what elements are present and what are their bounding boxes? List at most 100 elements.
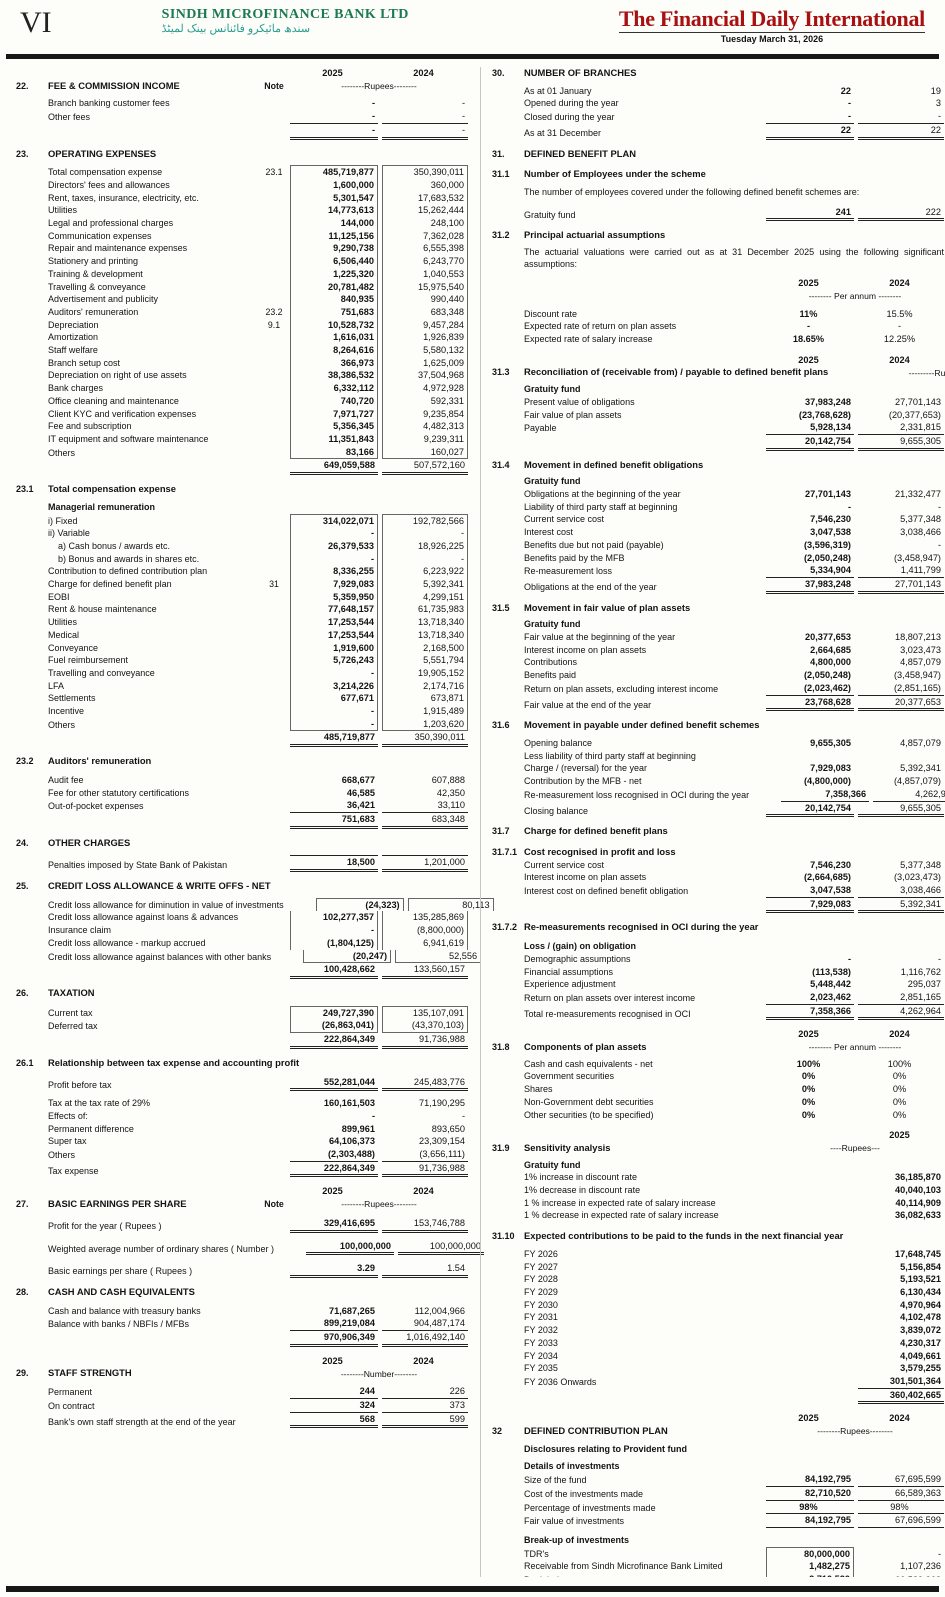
value-2024: -	[937, 1548, 941, 1559]
section-title: Relationship between tax expense and acc…	[48, 1056, 300, 1068]
value-2024: 100,000,000	[397, 1240, 484, 1256]
section-number: 31.10	[492, 1231, 515, 1242]
table-row: FY 2036 Onwards 301,501,364	[492, 1375, 944, 1389]
section-31-7: 31.7 Charge for defined benefit plans	[492, 825, 944, 838]
section-title: Reconciliation of (receivable from) / pa…	[524, 366, 829, 378]
section-title-row: 31.6 Movement in payable under defined be…	[492, 719, 944, 732]
value-2025: 84,192,795	[766, 1473, 854, 1487]
value-2024: 2,331,815	[858, 421, 944, 435]
value-2025: (20,247)	[303, 949, 392, 964]
years-header-row: 2025 2024	[492, 1028, 944, 1041]
row-label: Cash and cash equivalents - net	[524, 1058, 653, 1069]
value-2024: 20,377,653	[858, 696, 944, 712]
row-label: Staff welfare	[48, 345, 98, 356]
value-2024: 5,551,794	[382, 654, 468, 667]
table-row: Balance with banks / NBFIs / MFBs 899,219…	[16, 1317, 468, 1332]
table-row: FY 2031 4,102,478	[492, 1311, 944, 1324]
row-label: 1% increase in discount rate	[524, 1172, 638, 1183]
table-row: Permanent difference 899,961 893,650	[16, 1123, 468, 1136]
section-28: 28. CASH AND CASH EQUIVALENTS Cash and bal…	[16, 1286, 468, 1347]
spacer	[16, 1255, 468, 1262]
section-number: 31.3	[492, 367, 510, 378]
row-label: LFA	[48, 680, 65, 691]
value-2025: (113,538)	[812, 966, 851, 977]
table-row: Demographic assumptions - -	[492, 953, 944, 966]
row-label: Interest cost on defined benefit obligat…	[524, 886, 689, 897]
value-2024: (3,656,111)	[382, 1148, 468, 1162]
row-label: i) Fixed	[48, 515, 78, 526]
value-2024: 7,362,028	[382, 229, 468, 243]
section-23: 23. OPERATING EXPENSES Total compensation …	[16, 148, 468, 476]
row-label: Profit before tax	[48, 1079, 112, 1090]
value-2024: -	[461, 98, 465, 109]
section-title-row: 23. OPERATING EXPENSES	[16, 148, 468, 161]
row-label: Cost of the investments made	[524, 1488, 644, 1499]
value-2025: (2,303,488)	[290, 1148, 378, 1162]
value-2025: -	[290, 552, 378, 566]
table-row: 20,142,754 9,655,305	[492, 435, 944, 451]
section-number: 31.7	[492, 826, 510, 837]
row-label: Charge / (reversal) for the year	[524, 763, 648, 774]
table-row: Closed during the year - -	[492, 110, 944, 124]
value-2024: 683,348	[382, 813, 468, 829]
unit-header: --------Rupees--------	[341, 1199, 417, 1210]
section-29: 2025 2024 29. STAFF STRENGTH --------Number-…	[16, 1355, 468, 1429]
note-ref: 23.2	[265, 306, 283, 317]
row-label: b) Bonus and awards in shares etc.	[58, 553, 200, 564]
row-label: Effects of:	[48, 1110, 88, 1121]
value-2024: (4,857,079)	[894, 776, 941, 787]
table-row: 485,719,877 350,390,011	[16, 731, 468, 748]
section-number: 31.7.1	[492, 846, 518, 857]
value-2024: (43,370,103)	[382, 1019, 468, 1034]
table-row: Penalties imposed by State Bank of Pakis…	[16, 855, 468, 873]
value-2025: -	[847, 501, 851, 512]
table-row: Cost of the investments made 82,710,520 66…	[492, 1487, 944, 1501]
row-label: Bank balances	[524, 1574, 734, 1577]
table-row: Other fees - -	[16, 110, 468, 124]
row-label: Contributions	[524, 657, 578, 668]
row-label: Expected rate of salary increase	[524, 334, 653, 344]
table-row: Return on plan assets, excluding interes…	[492, 682, 944, 696]
left-column: 2025 2024 22. FEE & COMMISSION INCOME Note --…	[16, 67, 494, 1577]
value-2024: 4,230,317	[900, 1337, 941, 1348]
row-label: Gratuity fund	[524, 209, 576, 220]
value-2024: (20,377,653)	[888, 409, 941, 420]
value-2024: 135,285,869	[382, 911, 468, 925]
row-label: IT equipment and software maintenance	[48, 433, 209, 444]
value-2024: 91,736,988	[382, 1162, 468, 1178]
section-title-row: 31.2 Principal actuarial assumptions	[492, 229, 944, 242]
row-label: Client KYC and verification expenses	[48, 408, 197, 419]
value-2024: 66,589,363	[858, 1574, 944, 1577]
table-row: Credit loss allowance for diminution in …	[16, 897, 494, 912]
value-2025: 77,648,157	[290, 603, 378, 617]
value-2024: 1,203,620	[382, 717, 468, 732]
row-label: Advertisement and publicity	[48, 294, 159, 305]
table-row: 1% decrease in discount rate 40,040,103	[492, 1184, 944, 1197]
section-title: Principal actuarial assumptions	[524, 229, 666, 241]
value-2024: 673,871	[382, 692, 468, 706]
table-row: Cash and cash equivalents - net 100% 100%	[492, 1058, 944, 1071]
table-row: Tax at the tax rate of 29% 160,161,503 71,…	[16, 1097, 468, 1110]
row-label: Gratuity fund	[524, 476, 581, 487]
section-number: 30.	[492, 68, 505, 78]
row-label: Gratuity fund	[524, 619, 581, 630]
table-row: FY 2033 4,230,317	[492, 1337, 944, 1350]
section-31-2: 31.2 Principal actuarial assumptions The a…	[492, 229, 944, 345]
section-title: Movement in fair value of plan assets	[524, 601, 691, 613]
section-number: 23.2	[16, 756, 34, 767]
row-label: Fair value at the end of the year	[524, 699, 652, 710]
value-2024: 4,857,079	[900, 737, 941, 748]
value-2025: -	[290, 110, 378, 124]
value-2024: 2,168,500	[382, 641, 468, 655]
table-row: On contract 324 373	[16, 1399, 468, 1413]
row-label: Tax expense	[48, 1165, 99, 1176]
row-label: Branch banking customer fees	[48, 98, 170, 109]
value-2024: -	[858, 110, 944, 124]
years-header-row: 2025 2024	[16, 67, 468, 80]
value-2025: 5,359,950	[290, 590, 378, 604]
value-2025: 568	[290, 1413, 378, 1429]
value-2025: -	[371, 1110, 375, 1121]
value-2025: 1,919,600	[290, 641, 378, 655]
value-2024: 33,110	[382, 799, 468, 813]
value-2025: -	[290, 124, 378, 140]
